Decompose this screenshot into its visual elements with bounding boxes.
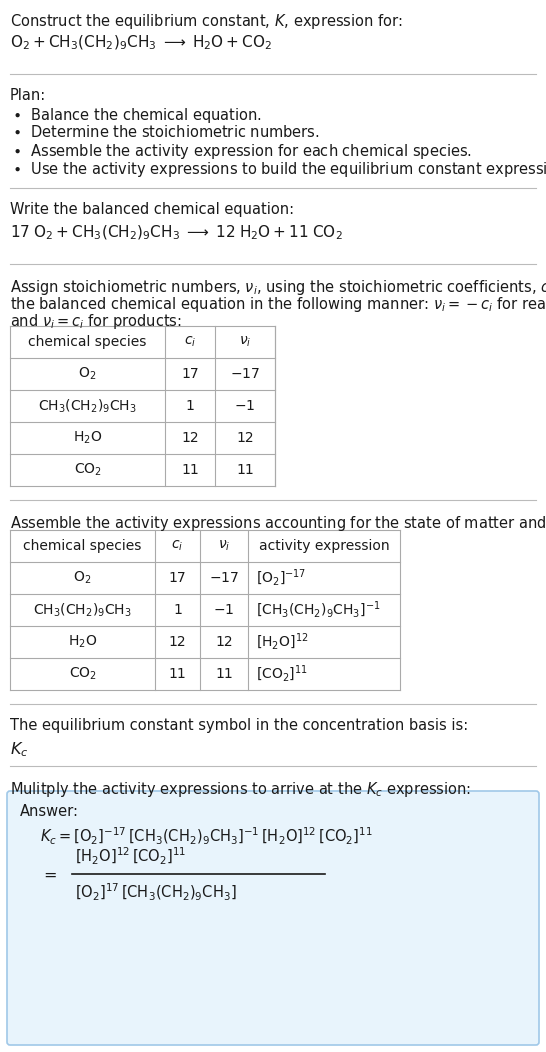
Text: Plan:: Plan: [10,88,46,103]
Text: 11: 11 [169,667,186,681]
Text: 17: 17 [181,367,199,381]
Text: 12: 12 [181,431,199,445]
Text: $\nu_i$: $\nu_i$ [218,539,230,553]
Text: The equilibrium constant symbol in the concentration basis is:: The equilibrium constant symbol in the c… [10,719,468,733]
Text: 12: 12 [215,635,233,649]
Text: $\mathrm{O_2 + CH_3(CH_2)_9CH_3}$$\;\longrightarrow\;$$\mathrm{H_2O + CO_2}$: $\mathrm{O_2 + CH_3(CH_2)_9CH_3}$$\;\lon… [10,34,272,53]
Text: $\mathrm{H_2O}$: $\mathrm{H_2O}$ [73,430,102,446]
Text: 11: 11 [181,463,199,477]
Text: 11: 11 [236,463,254,477]
Text: the balanced chemical equation in the following manner: $\nu_i = -c_i$ for react: the balanced chemical equation in the fo… [10,295,546,313]
Text: $\mathrm{CH_3(CH_2)_9CH_3}$: $\mathrm{CH_3(CH_2)_9CH_3}$ [33,602,132,619]
Text: $K_c$: $K_c$ [10,740,28,758]
Text: $\mathrm{O_2}$: $\mathrm{O_2}$ [73,570,92,586]
Text: $[\mathrm{H_2O}]^{12}\,[\mathrm{CO_2}]^{11}$: $[\mathrm{H_2O}]^{12}\,[\mathrm{CO_2}]^{… [75,846,187,867]
Text: $\mathrm{CH_3(CH_2)_9CH_3}$: $\mathrm{CH_3(CH_2)_9CH_3}$ [38,398,137,414]
Text: chemical species: chemical species [28,335,147,349]
Text: $-17$: $-17$ [209,571,239,585]
Text: $\mathrm{17\;O_2 + CH_3(CH_2)_9CH_3}$$\;\longrightarrow\;$$\mathrm{12\;H_2O + 11: $\mathrm{17\;O_2 + CH_3(CH_2)_9CH_3}$$\;… [10,224,343,242]
Text: $\mathrm{CO_2}$: $\mathrm{CO_2}$ [68,666,97,682]
Text: $-1$: $-1$ [234,399,256,413]
Text: $c_i$: $c_i$ [171,539,183,553]
Text: Mulitply the activity expressions to arrive at the $K_c$ expression:: Mulitply the activity expressions to arr… [10,780,471,800]
Text: $-17$: $-17$ [230,367,260,381]
Text: 1: 1 [186,399,194,413]
Text: $\bullet$  Determine the stoichiometric numbers.: $\bullet$ Determine the stoichiometric n… [12,124,319,140]
Text: $\bullet$  Balance the chemical equation.: $\bullet$ Balance the chemical equation. [12,106,262,125]
Text: $\mathrm{O_2}$: $\mathrm{O_2}$ [79,366,97,382]
Text: $c_i$: $c_i$ [184,335,196,349]
Text: $=$: $=$ [40,867,57,882]
Text: Answer:: Answer: [20,804,79,820]
Text: and $\nu_i = c_i$ for products:: and $\nu_i = c_i$ for products: [10,312,182,331]
Text: $\mathrm{H_2O}$: $\mathrm{H_2O}$ [68,633,97,650]
Text: $K_c = [\mathrm{O_2}]^{-17}\,[\mathrm{CH_3(CH_2)_9CH_3}]^{-1}\,[\mathrm{H_2O}]^{: $K_c = [\mathrm{O_2}]^{-17}\,[\mathrm{CH… [40,826,373,847]
Text: $\mathrm{CO_2}$: $\mathrm{CO_2}$ [74,462,102,479]
Text: 11: 11 [215,667,233,681]
Text: $-1$: $-1$ [213,603,235,618]
Text: 17: 17 [169,571,186,585]
Text: $[\mathrm{H_2O}]^{12}$: $[\mathrm{H_2O}]^{12}$ [256,632,308,652]
Text: $[\mathrm{O_2}]^{17}\,[\mathrm{CH_3(CH_2)_9CH_3}]$: $[\mathrm{O_2}]^{17}\,[\mathrm{CH_3(CH_2… [75,882,237,903]
Text: $\bullet$  Use the activity expressions to build the equilibrium constant expres: $\bullet$ Use the activity expressions t… [12,160,546,179]
Text: 1: 1 [173,603,182,618]
Text: 12: 12 [236,431,254,445]
Text: $\nu_i$: $\nu_i$ [239,335,251,349]
Text: Construct the equilibrium constant, $K$, expression for:: Construct the equilibrium constant, $K$,… [10,12,402,31]
Text: $\bullet$  Assemble the activity expression for each chemical species.: $\bullet$ Assemble the activity expressi… [12,142,472,161]
Text: $[\mathrm{CH_3(CH_2)_9CH_3}]^{-1}$: $[\mathrm{CH_3(CH_2)_9CH_3}]^{-1}$ [256,600,381,621]
Text: Assign stoichiometric numbers, $\nu_i$, using the stoichiometric coefficients, $: Assign stoichiometric numbers, $\nu_i$, … [10,278,546,297]
Text: Assemble the activity expressions accounting for the state of matter and $\nu_i$: Assemble the activity expressions accoun… [10,514,546,533]
Text: activity expression: activity expression [259,539,389,553]
Text: $[\mathrm{CO_2}]^{11}$: $[\mathrm{CO_2}]^{11}$ [256,664,308,684]
Text: chemical species: chemical species [23,539,142,553]
Text: Write the balanced chemical equation:: Write the balanced chemical equation: [10,202,294,217]
Text: $[\mathrm{O_2}]^{-17}$: $[\mathrm{O_2}]^{-17}$ [256,568,306,588]
FancyBboxPatch shape [7,791,539,1045]
Text: 12: 12 [169,635,186,649]
